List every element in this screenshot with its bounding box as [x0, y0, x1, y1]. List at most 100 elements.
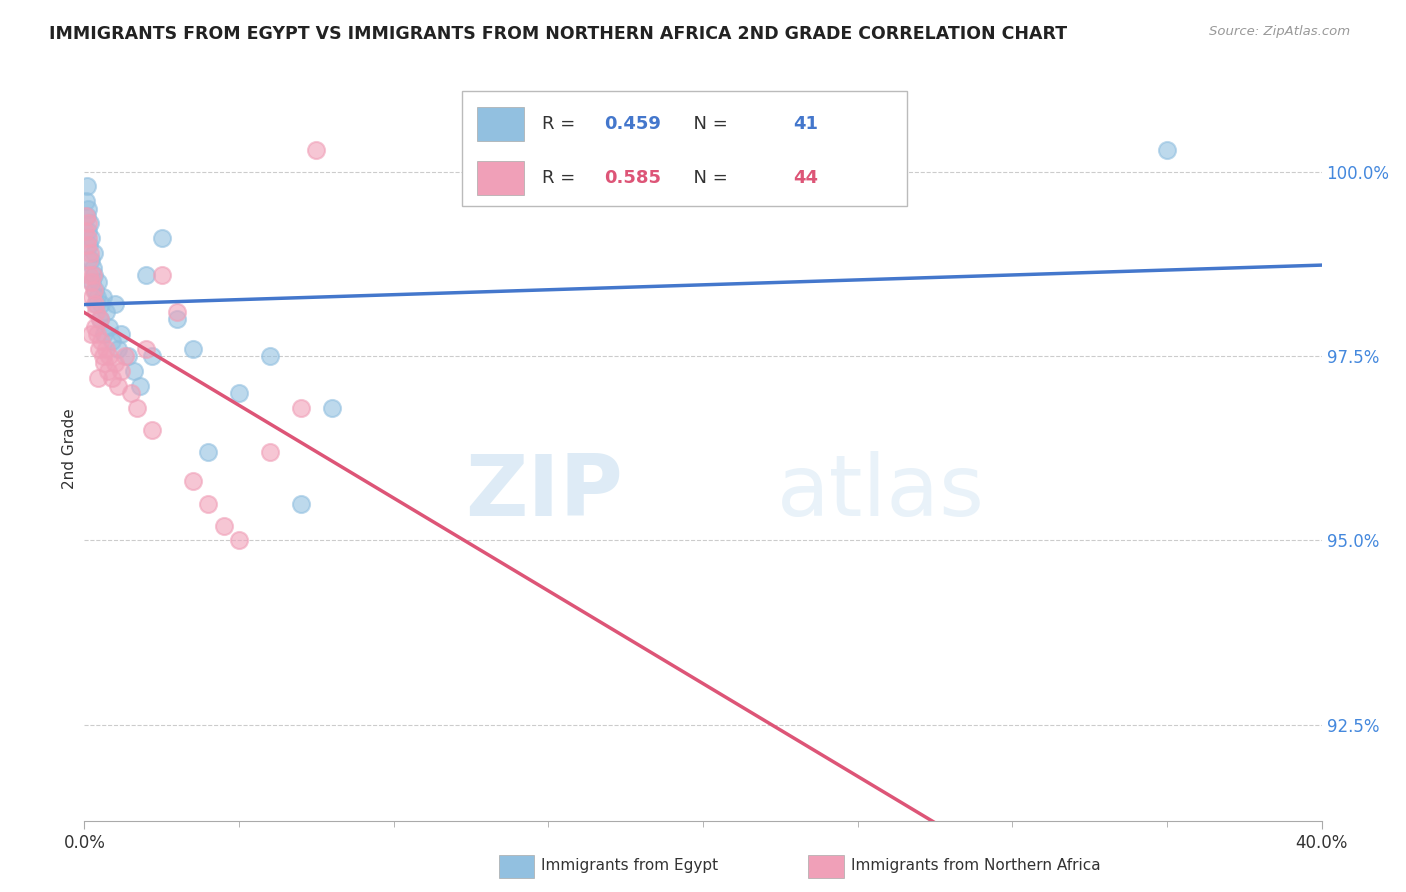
Point	[89, 312, 111, 326]
Point	[98, 349, 121, 363]
Point	[98, 319, 121, 334]
Text: 0.585: 0.585	[605, 169, 661, 186]
Point	[141, 423, 163, 437]
Text: atlas: atlas	[778, 451, 986, 534]
Text: 0.459: 0.459	[605, 115, 661, 133]
Point	[96, 364, 118, 378]
Point	[79, 253, 101, 268]
Point	[86, 326, 108, 341]
Point	[228, 533, 250, 548]
Point	[87, 275, 110, 289]
Point	[212, 518, 235, 533]
Point	[89, 312, 111, 326]
Point	[93, 326, 115, 341]
Text: N =: N =	[682, 115, 734, 133]
Point	[77, 202, 100, 216]
Point	[93, 356, 115, 370]
Point	[94, 305, 117, 319]
Point	[181, 342, 204, 356]
Point	[80, 231, 103, 245]
Text: 44: 44	[793, 169, 818, 186]
Text: Immigrants from Northern Africa: Immigrants from Northern Africa	[851, 858, 1101, 872]
Point	[82, 268, 104, 282]
Point	[83, 283, 105, 297]
Text: N =: N =	[682, 169, 734, 186]
Text: R =: R =	[543, 169, 581, 186]
Point	[290, 401, 312, 415]
Point	[197, 497, 219, 511]
Y-axis label: 2nd Grade: 2nd Grade	[62, 408, 77, 489]
Point	[77, 238, 100, 252]
Point	[101, 371, 124, 385]
Point	[84, 283, 107, 297]
Bar	[461, 91, 907, 206]
Point	[114, 349, 136, 363]
Point	[150, 268, 173, 282]
Point	[90, 334, 112, 349]
Point	[259, 349, 281, 363]
Text: Source: ZipAtlas.com: Source: ZipAtlas.com	[1209, 25, 1350, 38]
Point	[82, 260, 104, 275]
Point	[84, 297, 107, 311]
Point	[76, 216, 98, 230]
Point	[79, 245, 101, 260]
Point	[75, 209, 97, 223]
Point	[79, 268, 101, 282]
Text: 41: 41	[793, 115, 818, 133]
Point	[82, 275, 104, 289]
Point	[141, 349, 163, 363]
Point	[1156, 143, 1178, 157]
Point	[87, 342, 110, 356]
Point	[166, 312, 188, 326]
Point	[75, 224, 97, 238]
Point	[150, 231, 173, 245]
Point	[166, 305, 188, 319]
Point	[86, 371, 108, 385]
Point	[110, 326, 132, 341]
Text: IMMIGRANTS FROM EGYPT VS IMMIGRANTS FROM NORTHERN AFRICA 2ND GRADE CORRELATION C: IMMIGRANTS FROM EGYPT VS IMMIGRANTS FROM…	[49, 25, 1067, 43]
Point	[86, 290, 108, 304]
Point	[75, 194, 97, 209]
Point	[135, 342, 157, 356]
Point	[90, 297, 112, 311]
Point	[91, 290, 114, 304]
Point	[129, 378, 152, 392]
Point	[104, 297, 127, 311]
Point	[80, 275, 103, 289]
Text: R =: R =	[543, 115, 581, 133]
Text: ZIP: ZIP	[465, 451, 623, 534]
Point	[228, 385, 250, 400]
Point	[104, 356, 127, 370]
Point	[86, 305, 108, 319]
Point	[80, 326, 103, 341]
Point	[76, 238, 98, 252]
Point	[135, 268, 157, 282]
Point	[77, 253, 100, 268]
Point	[76, 179, 98, 194]
Point	[122, 364, 145, 378]
Point	[84, 319, 107, 334]
Point	[79, 216, 101, 230]
Point	[197, 445, 219, 459]
Bar	[477, 107, 523, 141]
Point	[107, 342, 129, 356]
Point	[83, 297, 105, 311]
Point	[290, 497, 312, 511]
Point	[107, 378, 129, 392]
Bar	[477, 161, 523, 194]
Point	[259, 445, 281, 459]
Point	[120, 385, 142, 400]
Point	[305, 143, 328, 157]
Point	[83, 268, 105, 282]
Point	[77, 231, 100, 245]
Point	[94, 342, 117, 356]
Point	[76, 209, 98, 223]
Point	[83, 245, 105, 260]
Point	[101, 334, 124, 349]
Point	[125, 401, 148, 415]
Point	[321, 401, 343, 415]
Point	[110, 364, 132, 378]
Point	[91, 349, 114, 363]
Text: Immigrants from Egypt: Immigrants from Egypt	[541, 858, 718, 872]
Point	[181, 475, 204, 489]
